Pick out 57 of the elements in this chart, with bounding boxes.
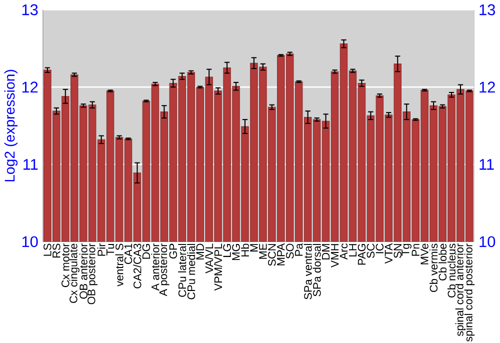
y-tick-label: 11 (24, 159, 38, 170)
x-tick-label: OB posterior (87, 243, 98, 304)
x-tick-label: Cb nucleus (447, 244, 456, 298)
y2-tick-label: 11 (480, 159, 494, 170)
x-tick-label: Hb (240, 244, 250, 256)
x-tick-label: CA2/CA3 (133, 244, 142, 288)
x-tick-label: ventral S (115, 244, 124, 286)
x-tick-label: SN (394, 244, 402, 258)
x-tick-label: spinal cord posterior (464, 243, 475, 342)
x-tick-label: IC (376, 244, 384, 254)
x-tick-label: MD (196, 244, 204, 260)
x-tick-label: VMH (331, 244, 339, 268)
y2-tick-label: 12 (480, 82, 495, 92)
x-tick-label: LG (223, 244, 231, 257)
x-tick-label: Pa (295, 243, 303, 256)
y-axis-title: Log2 (expression) (4, 70, 18, 182)
x-tick-label: A anterior (151, 243, 160, 291)
y2-tick-label: 13 (480, 4, 496, 16)
x-tick-label: GP (169, 244, 178, 258)
x-tick-label: VPM/VPL (214, 244, 222, 291)
x-tick-label: MG (232, 244, 240, 260)
x-tick-label: SO (286, 244, 294, 258)
x-tick-label: SCN (268, 244, 276, 266)
x-tick-label: Cx motor (62, 243, 70, 288)
x-tick-label: LH (348, 244, 357, 256)
x-tick-label: Tu (106, 244, 114, 256)
x-tick-label: DM (322, 244, 330, 260)
x-tick-label: Cb vermis (430, 244, 438, 292)
y2-tick-label: 10 (480, 236, 496, 248)
x-tick-label: Arc (340, 243, 348, 260)
x-tick-label: SC (366, 244, 375, 258)
x-tick-label: RS (52, 244, 60, 258)
x-tick-label: A posterior (159, 243, 170, 296)
y-tick-label: 13 (22, 4, 38, 16)
x-tick-label: Cx cingulate (69, 244, 80, 303)
x-tick-label: CA1 (124, 244, 132, 264)
x-tick-label: VTA (384, 243, 392, 264)
y-tick-label: 10 (22, 236, 38, 248)
x-tick-label: ME (259, 244, 267, 259)
y-tick-label: 12 (22, 82, 38, 92)
x-tick-label: OB anterior (79, 243, 88, 299)
x-tick-label: M (250, 244, 258, 252)
x-tick-label: Pn (412, 244, 420, 256)
x-tick-label: Tg (402, 244, 412, 256)
x-tick-label: LS (44, 244, 52, 256)
x-tick-label: MPA (277, 243, 285, 266)
x-tick-label: spinal cord anterior (455, 243, 466, 336)
x-tick-label: Pir (97, 243, 106, 256)
x-tick-label: MVe (420, 244, 428, 264)
x-tick-label: CPu medial (187, 244, 196, 300)
x-tick-label: DG (142, 244, 150, 259)
x-tick-label: PAG (358, 244, 366, 265)
x-tick-label: SPa ventral (304, 244, 312, 300)
x-tick-label: VA/VL (205, 244, 214, 274)
x-tick-label: CPu lateral (178, 244, 186, 297)
x-tick-label: Cb lobe (438, 244, 447, 280)
x-tick-label: SPa dorsal (312, 244, 321, 296)
